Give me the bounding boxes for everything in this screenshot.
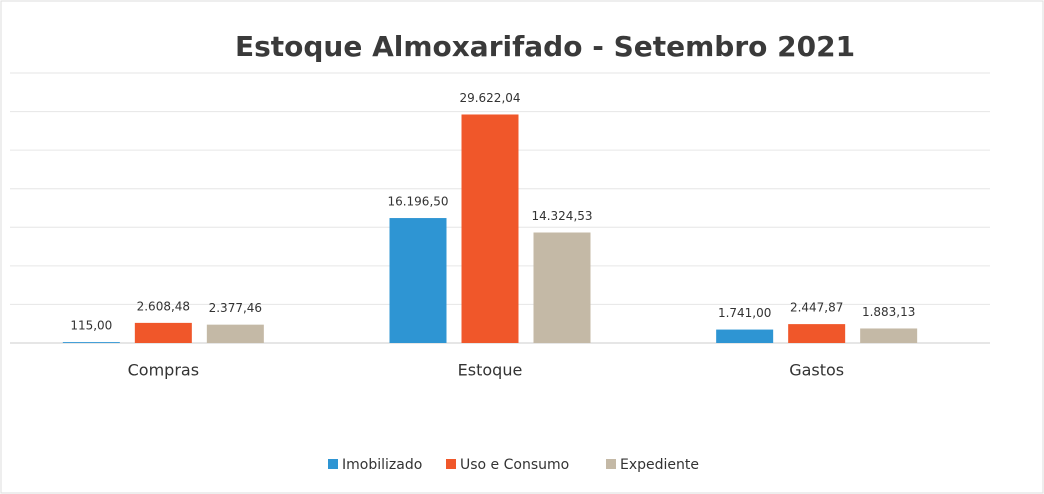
data-label: 2.377,46	[209, 301, 262, 315]
data-label: 1.741,00	[718, 306, 771, 320]
bar	[461, 114, 519, 343]
chart-title: Estoque Almoxarifado - Setembro 2021	[235, 30, 855, 63]
bar	[788, 324, 846, 343]
legend-swatch	[328, 459, 338, 469]
legend-label: Uso e Consumo	[460, 457, 569, 473]
data-label: 2.608,48	[137, 299, 190, 313]
data-label: 115,00	[70, 319, 112, 333]
bar	[134, 322, 192, 343]
bar	[533, 232, 591, 343]
legend-label: Expediente	[620, 457, 699, 473]
bar	[62, 342, 120, 343]
legend-swatch	[446, 459, 456, 469]
legend-swatch	[606, 459, 616, 469]
data-label: 2.447,87	[790, 301, 843, 315]
data-label: 1.883,13	[862, 305, 915, 319]
data-label: 16.196,50	[387, 195, 448, 209]
x-tick-label: Estoque	[458, 361, 523, 380]
bar	[716, 329, 774, 343]
x-tick-label: Compras	[128, 361, 199, 380]
bar	[860, 328, 918, 343]
bar	[206, 324, 264, 343]
bar	[389, 218, 447, 343]
data-label: 14.324,53	[531, 209, 592, 223]
data-label: 29.622,04	[459, 91, 520, 105]
legend-label: Imobilizado	[342, 457, 422, 473]
x-tick-label: Gastos	[789, 361, 844, 380]
